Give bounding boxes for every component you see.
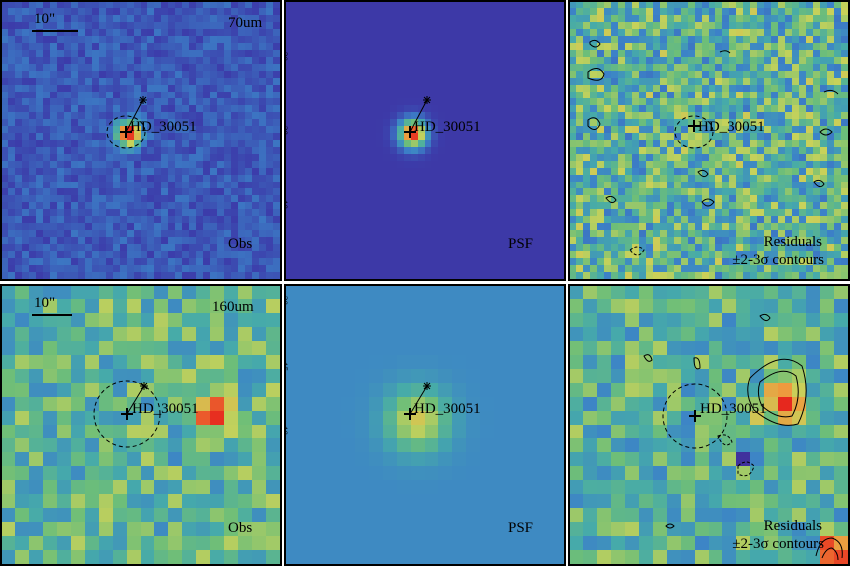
tick-label: 10 (284, 200, 289, 209)
residual-70um-contours (587, 39, 839, 256)
panel-caption-line2: ±2-3σ contours (732, 252, 824, 268)
panel-caption: Obs (228, 236, 253, 252)
tick-label: 20 (284, 126, 289, 135)
source-label: HD_30051 (414, 119, 481, 135)
band-label: 160um (212, 299, 254, 315)
psf-160um-image (286, 286, 564, 564)
source-label: HD_30051 (700, 401, 767, 417)
panel-caption: PSF (508, 236, 534, 252)
psf-160um-panel: HD_30051 20 15 10 PSF (284, 284, 566, 566)
residual-160um-contours (643, 313, 843, 561)
psf-70um-overlay (404, 96, 431, 138)
source-label: HD_30051 (698, 119, 765, 135)
obs-70um-panel: 10" 70um HD_30051 Obs (0, 0, 282, 281)
psf-70um-panel: HD_30051 30 20 10 PSF (284, 0, 566, 281)
source-label: HD_30051 (414, 401, 481, 417)
obs-70um-image (2, 2, 280, 279)
residual-70um-panel: HD_30051 Residuals ±2-3σ contours (568, 0, 850, 281)
scale-bar-label: 10" (34, 295, 56, 311)
psf-70um-image (286, 2, 564, 279)
tick-label: 15 (284, 362, 289, 371)
panel-caption-line1: Residuals (763, 234, 822, 250)
tick-label: 30 (284, 52, 289, 61)
panel-caption: PSF (508, 520, 534, 536)
panel-caption-line2: ±2-3σ contours (732, 536, 824, 552)
source-label: HD_30051 (130, 119, 197, 135)
psf-160um-overlay (404, 382, 431, 420)
scale-bar-label: 10" (34, 11, 56, 27)
band-label: 70um (228, 15, 263, 31)
panel-caption: Obs (228, 520, 253, 536)
panel-caption-line1: Residuals (763, 518, 822, 534)
tick-label: 10 (284, 426, 289, 435)
obs-160um-image (2, 286, 280, 564)
tick-label: 20 (284, 296, 289, 305)
obs-160um-panel: 10" 160um HD_30051 Obs (0, 284, 282, 566)
obs-70um-overlay (32, 30, 147, 149)
obs-160um-overlay (32, 314, 161, 448)
source-label: HD_30051 (132, 401, 199, 417)
residual-160um-image (570, 286, 848, 564)
residual-160um-panel: HD_30051 Residuals ±2-3σ contours (568, 284, 850, 566)
residual-70um-image (570, 2, 848, 279)
